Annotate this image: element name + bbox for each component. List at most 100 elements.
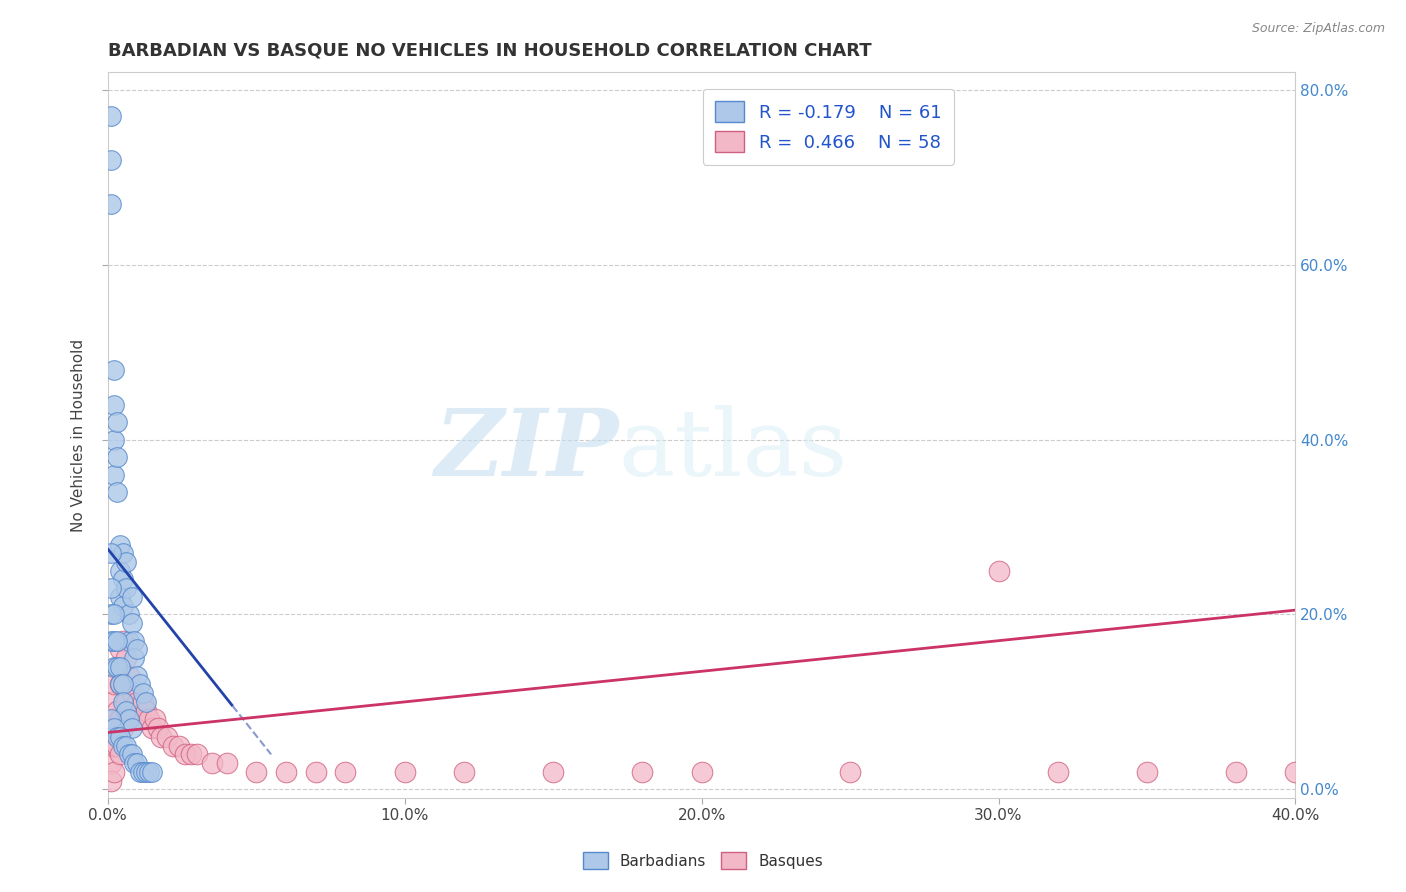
- Point: [103, 721, 125, 735]
- Point: [121, 686, 143, 700]
- Point: [135, 704, 157, 718]
- Point: [105, 485, 128, 500]
- Point: [121, 747, 143, 762]
- Point: [108, 712, 131, 726]
- Point: [114, 555, 136, 569]
- Point: [103, 467, 125, 482]
- Point: [132, 686, 155, 700]
- Point: [105, 704, 128, 718]
- Point: [111, 546, 134, 560]
- Point: [631, 764, 654, 779]
- Point: [127, 668, 149, 682]
- Point: [100, 546, 122, 560]
- Point: [114, 739, 136, 753]
- Point: [105, 633, 128, 648]
- Point: [105, 660, 128, 674]
- Point: [103, 433, 125, 447]
- Point: [108, 590, 131, 604]
- Point: [105, 660, 128, 674]
- Point: [127, 695, 149, 709]
- Point: [111, 633, 134, 648]
- Point: [105, 730, 128, 744]
- Point: [127, 756, 149, 770]
- Point: [304, 764, 326, 779]
- Point: [335, 764, 357, 779]
- Point: [111, 721, 134, 735]
- Point: [103, 660, 125, 674]
- Point: [143, 712, 166, 726]
- Point: [100, 109, 122, 123]
- Point: [117, 712, 139, 726]
- Point: [114, 695, 136, 709]
- Point: [111, 677, 134, 691]
- Point: [117, 747, 139, 762]
- Point: [108, 660, 131, 674]
- Point: [108, 642, 131, 657]
- Point: [103, 764, 125, 779]
- Point: [124, 633, 146, 648]
- Point: [394, 764, 416, 779]
- Point: [105, 739, 128, 753]
- Point: [111, 573, 134, 587]
- Point: [1046, 764, 1069, 779]
- Point: [138, 712, 160, 726]
- Legend: R = -0.179    N = 61, R =  0.466    N = 58: R = -0.179 N = 61, R = 0.466 N = 58: [703, 88, 953, 165]
- Point: [453, 764, 475, 779]
- Point: [541, 764, 564, 779]
- Legend: Barbadians, Basques: Barbadians, Basques: [576, 846, 830, 875]
- Point: [180, 747, 202, 762]
- Point: [1284, 764, 1306, 779]
- Point: [121, 721, 143, 735]
- Point: [124, 756, 146, 770]
- Text: ZIP: ZIP: [434, 405, 619, 495]
- Point: [105, 415, 128, 429]
- Point: [839, 764, 862, 779]
- Point: [150, 730, 173, 744]
- Point: [114, 704, 136, 718]
- Point: [245, 764, 267, 779]
- Point: [103, 677, 125, 691]
- Point: [100, 633, 122, 648]
- Point: [129, 677, 152, 691]
- Point: [132, 764, 155, 779]
- Point: [103, 712, 125, 726]
- Point: [121, 590, 143, 604]
- Point: [129, 764, 152, 779]
- Point: [108, 537, 131, 551]
- Point: [111, 695, 134, 709]
- Point: [148, 721, 170, 735]
- Point: [138, 764, 160, 779]
- Text: Source: ZipAtlas.com: Source: ZipAtlas.com: [1251, 22, 1385, 36]
- Point: [100, 773, 122, 788]
- Point: [100, 695, 122, 709]
- Point: [100, 756, 122, 770]
- Point: [274, 764, 297, 779]
- Point: [987, 564, 1010, 578]
- Point: [108, 730, 131, 744]
- Point: [124, 651, 146, 665]
- Point: [111, 599, 134, 613]
- Point: [117, 607, 139, 622]
- Point: [135, 764, 157, 779]
- Point: [1225, 764, 1247, 779]
- Point: [117, 712, 139, 726]
- Point: [132, 695, 155, 709]
- Point: [167, 739, 190, 753]
- Point: [135, 695, 157, 709]
- Point: [108, 677, 131, 691]
- Point: [690, 764, 713, 779]
- Point: [103, 398, 125, 412]
- Point: [114, 651, 136, 665]
- Y-axis label: No Vehicles in Household: No Vehicles in Household: [72, 339, 86, 532]
- Point: [117, 633, 139, 648]
- Text: BARBADIAN VS BASQUE NO VEHICLES IN HOUSEHOLD CORRELATION CHART: BARBADIAN VS BASQUE NO VEHICLES IN HOUSE…: [108, 42, 872, 60]
- Point: [103, 607, 125, 622]
- Point: [111, 739, 134, 753]
- Point: [100, 153, 122, 167]
- Point: [124, 704, 146, 718]
- Point: [108, 747, 131, 762]
- Point: [108, 564, 131, 578]
- Point: [100, 581, 122, 595]
- Point: [186, 747, 208, 762]
- Point: [108, 677, 131, 691]
